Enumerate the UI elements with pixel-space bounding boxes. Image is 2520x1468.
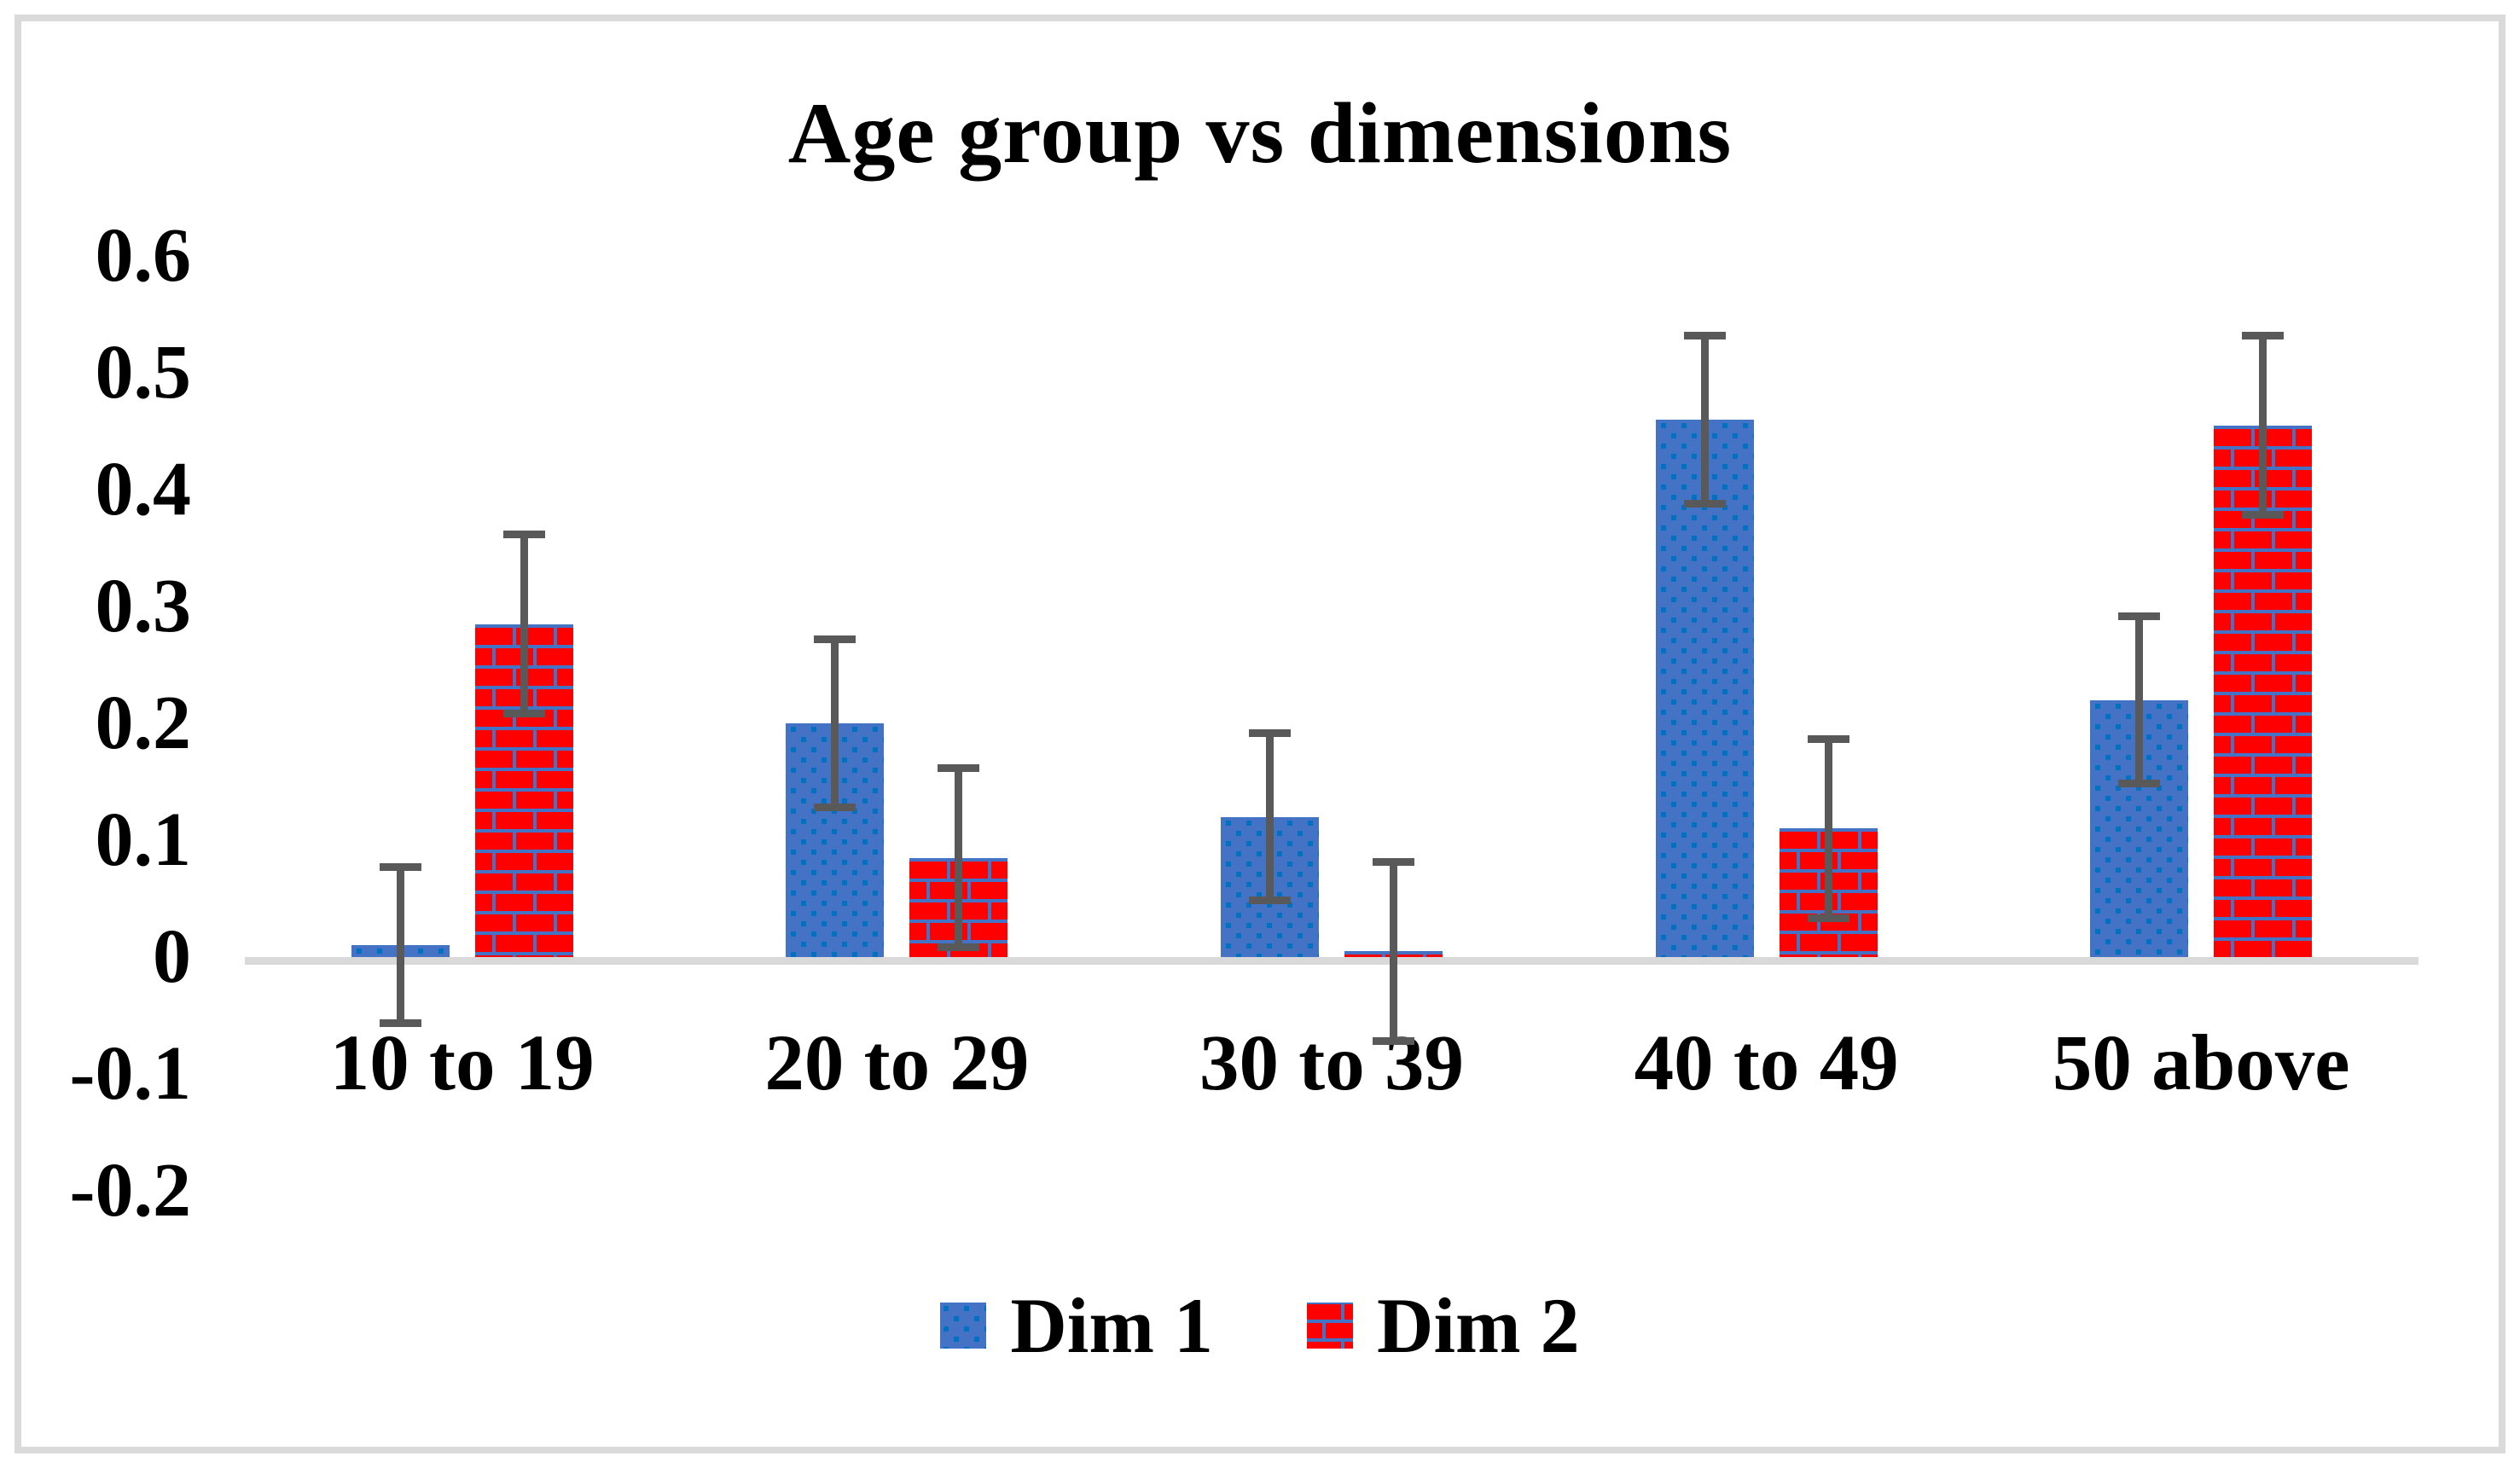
error-bar-line xyxy=(2135,612,2144,788)
error-bar-top-cap xyxy=(1249,728,1291,737)
legend-swatch-dots-icon xyxy=(940,1303,987,1349)
error-bar-bottom-cap xyxy=(2118,780,2161,788)
x-axis-category-label: 50 above xyxy=(2052,1019,2350,1107)
y-axis-tick-label: 0.2 xyxy=(95,681,192,765)
error-bar-top-cap xyxy=(1807,734,1849,743)
y-axis-tick-label: -0.1 xyxy=(69,1031,191,1116)
error-bar-line xyxy=(955,763,963,952)
error-bar-line xyxy=(1390,857,1397,1045)
legend-label: Dim 1 xyxy=(1010,1282,1213,1369)
bar-dim1-20-to-29 xyxy=(786,723,885,957)
legend-swatch-brick-icon xyxy=(1307,1303,1353,1349)
error-bar-top-cap xyxy=(1683,332,1726,340)
bar-dim1-40-to-49 xyxy=(1655,420,1754,957)
error-bar-bottom-cap xyxy=(1373,1036,1414,1045)
chart-title: Age group vs dimensions xyxy=(787,85,1733,182)
error-bar-bottom-cap xyxy=(1807,914,1849,922)
error-bar-line xyxy=(2259,332,2267,519)
error-bar-line xyxy=(831,635,839,811)
error-bar-top-cap xyxy=(502,530,545,538)
error-bar-top-cap xyxy=(1373,857,1414,866)
legend: Dim 1 Dim 2 xyxy=(0,1286,2520,1365)
error-bar-top-cap xyxy=(2118,612,2161,620)
x-axis-line xyxy=(245,957,2418,965)
x-axis-category-label: 20 to 29 xyxy=(764,1019,1030,1107)
error-bar-line xyxy=(396,863,404,1028)
error-bar-bottom-cap xyxy=(814,803,856,811)
error-bar-line xyxy=(1266,728,1274,905)
error-bar-top-cap xyxy=(379,863,421,872)
y-axis-tick-label: 0.5 xyxy=(95,330,192,415)
error-bar-line xyxy=(520,530,528,718)
y-axis-tick-label: 0.3 xyxy=(95,564,192,648)
error-bar-bottom-cap xyxy=(1249,896,1291,905)
x-axis-category-label: 30 to 39 xyxy=(1199,1019,1464,1107)
error-bar-line xyxy=(1700,332,1709,508)
chart-frame-border xyxy=(15,15,2505,1453)
legend-item-dim-1: Dim 1 xyxy=(940,1286,1213,1365)
x-axis-category-label: 40 to 49 xyxy=(1634,1019,1899,1107)
x-axis-category-label: 10 to 19 xyxy=(329,1019,595,1107)
error-bar-bottom-cap xyxy=(379,1019,421,1028)
error-bar-bottom-cap xyxy=(938,943,980,952)
error-bar-bottom-cap xyxy=(1683,499,1726,508)
error-bar-bottom-cap xyxy=(502,710,545,718)
y-axis-tick-label: 0.6 xyxy=(95,213,192,298)
y-axis-tick-label: -0.2 xyxy=(69,1148,191,1233)
error-bar-top-cap xyxy=(2242,332,2285,340)
error-bar-top-cap xyxy=(814,635,856,644)
legend-item-dim-2: Dim 2 xyxy=(1307,1286,1580,1365)
error-bar-bottom-cap xyxy=(2242,511,2285,519)
error-bar-top-cap xyxy=(938,763,980,772)
error-bar-line xyxy=(1824,734,1832,922)
y-axis-tick-label: 0.1 xyxy=(95,798,192,882)
y-axis-tick-label: 0 xyxy=(153,914,191,999)
y-axis-tick-label: 0.4 xyxy=(95,447,192,531)
legend-label: Dim 2 xyxy=(1377,1282,1580,1369)
